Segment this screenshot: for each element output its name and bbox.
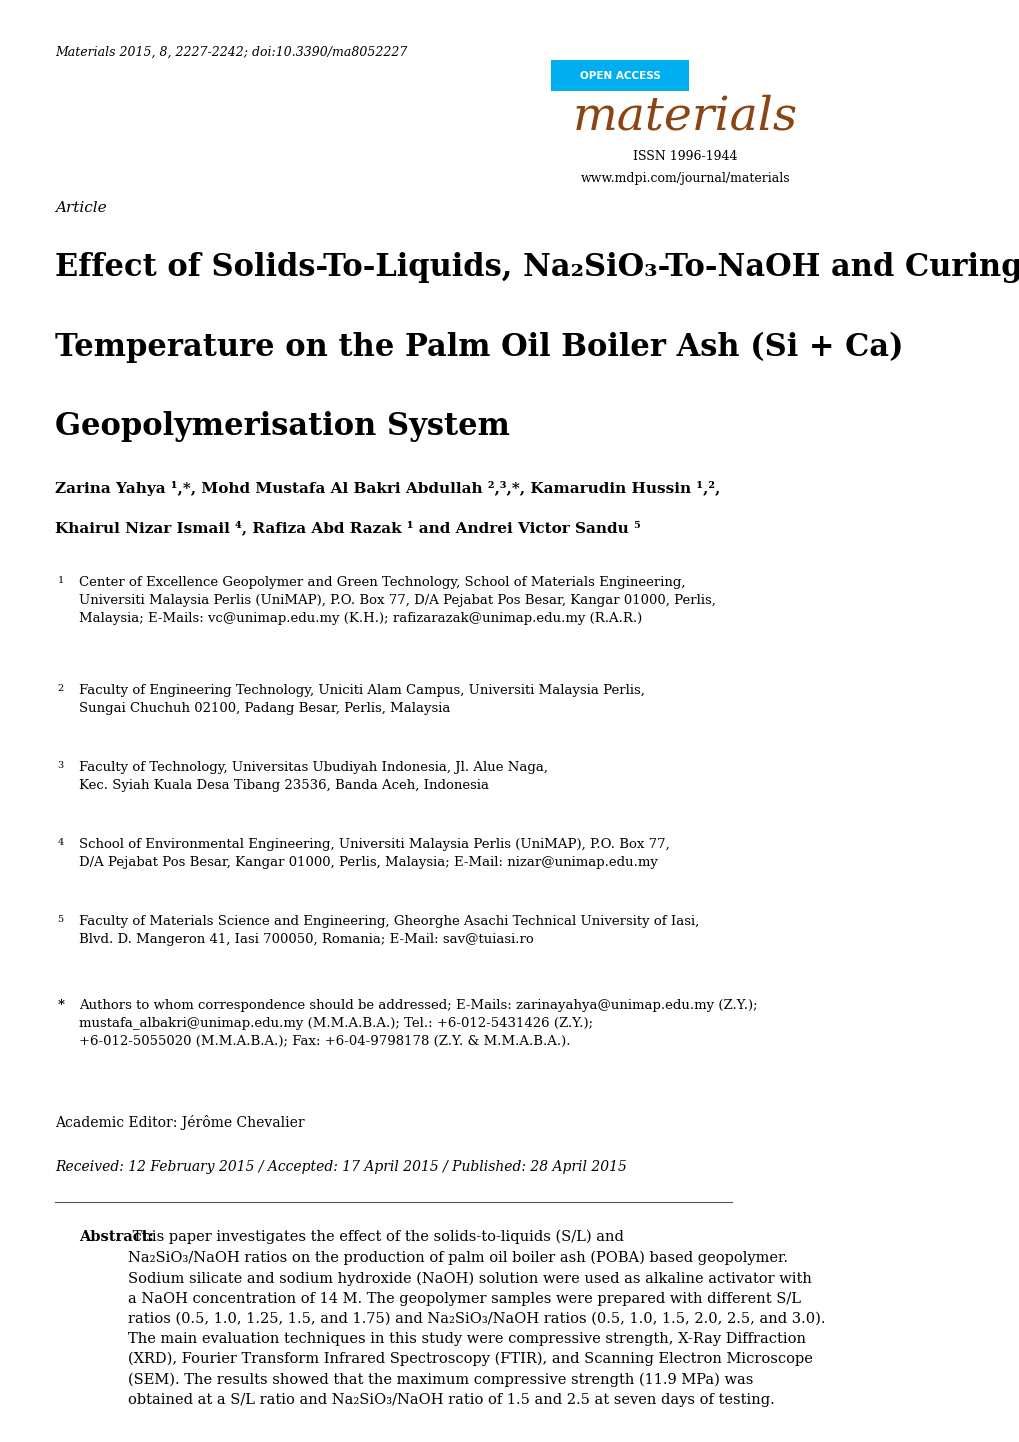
Text: ISSN 1996-1944: ISSN 1996-1944 bbox=[632, 150, 737, 163]
Text: Academic Editor: Jérôme Chevalier: Academic Editor: Jérôme Chevalier bbox=[55, 1115, 305, 1131]
Text: *: * bbox=[57, 999, 64, 1012]
Text: 5: 5 bbox=[57, 916, 63, 924]
Text: This paper investigates the effect of the solids-to-liquids (S/L) and
Na₂SiO₃/Na: This paper investigates the effect of th… bbox=[128, 1230, 825, 1407]
Text: Khairul Nizar Ismail ⁴, Rafiza Abd Razak ¹ and Andrei Victor Sandu ⁵: Khairul Nizar Ismail ⁴, Rafiza Abd Razak… bbox=[55, 521, 640, 535]
Text: Article: Article bbox=[55, 202, 107, 215]
Text: 1: 1 bbox=[57, 577, 63, 585]
Text: Center of Excellence Geopolymer and Green Technology, School of Materials Engine: Center of Excellence Geopolymer and Gree… bbox=[78, 577, 715, 626]
Text: Authors to whom correspondence should be addressed; E-Mails: zarinayahya@unimap.: Authors to whom correspondence should be… bbox=[78, 999, 757, 1048]
Text: Faculty of Engineering Technology, Uniciti Alam Campus, Universiti Malaysia Perl: Faculty of Engineering Technology, Unici… bbox=[78, 684, 644, 715]
Text: www.mdpi.com/journal/materials: www.mdpi.com/journal/materials bbox=[580, 172, 789, 185]
Text: 2: 2 bbox=[57, 684, 63, 694]
FancyBboxPatch shape bbox=[550, 61, 689, 91]
Text: Materials 2015, 8, 2227-2242; doi:10.3390/ma8052227: Materials 2015, 8, 2227-2242; doi:10.339… bbox=[55, 46, 408, 59]
Text: 3: 3 bbox=[57, 761, 63, 770]
Text: materials: materials bbox=[572, 94, 797, 138]
Text: Zarina Yahya ¹,*, Mohd Mustafa Al Bakri Abdullah ²,³,*, Kamarudin Hussin ¹,²,: Zarina Yahya ¹,*, Mohd Mustafa Al Bakri … bbox=[55, 482, 719, 496]
Text: Abstract:: Abstract: bbox=[78, 1230, 154, 1244]
Text: Faculty of Technology, Universitas Ubudiyah Indonesia, Jl. Alue Naga,
Kec. Syiah: Faculty of Technology, Universitas Ubudi… bbox=[78, 761, 547, 792]
Text: Geopolymerisation System: Geopolymerisation System bbox=[55, 411, 510, 443]
Text: Received: 12 February 2015 / Accepted: 17 April 2015 / Published: 28 April 2015: Received: 12 February 2015 / Accepted: 1… bbox=[55, 1159, 627, 1174]
Text: School of Environmental Engineering, Universiti Malaysia Perlis (UniMAP), P.O. B: School of Environmental Engineering, Uni… bbox=[78, 838, 668, 870]
Text: Faculty of Materials Science and Engineering, Gheorghe Asachi Technical Universi: Faculty of Materials Science and Enginee… bbox=[78, 916, 698, 946]
Text: 4: 4 bbox=[57, 838, 63, 846]
Text: Temperature on the Palm Oil Boiler Ash (Si + Ca): Temperature on the Palm Oil Boiler Ash (… bbox=[55, 332, 903, 363]
Text: Effect of Solids-To-Liquids, Na₂SiO₃-To-NaOH and Curing: Effect of Solids-To-Liquids, Na₂SiO₃-To-… bbox=[55, 252, 1019, 283]
Text: OPEN ACCESS: OPEN ACCESS bbox=[579, 71, 660, 81]
